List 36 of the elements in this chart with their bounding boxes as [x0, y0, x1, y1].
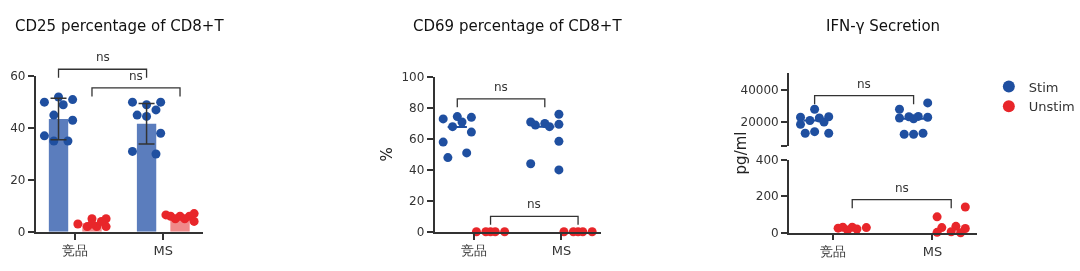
y-tick-label: 0: [416, 224, 425, 239]
chart-title: CD25 percentage of CD8+T: [15, 17, 225, 35]
annotation: ns: [527, 197, 541, 211]
x-tick-label: MS: [153, 243, 174, 259]
annotation: ns: [857, 77, 871, 91]
annotation: ns: [129, 69, 143, 83]
y-tick-label: 20: [10, 173, 26, 188]
x-tick-label: 竞品: [62, 243, 89, 259]
y-tick-label: 0: [771, 225, 779, 240]
y-tick-label: 200: [755, 189, 779, 204]
annotation: ns: [494, 80, 508, 94]
y-tick-label: 40000: [740, 82, 779, 97]
legend-label: Unstim: [1028, 99, 1075, 115]
y-axis-title: pg/ml: [732, 131, 751, 175]
y-tick-label: 40: [10, 121, 26, 136]
y-tick-label: 100: [401, 70, 425, 85]
y-tick-label: 80: [409, 101, 425, 116]
y-tick-label: 20000: [740, 115, 779, 130]
x-tick-label: MS: [922, 244, 943, 260]
y-axis-title: %: [377, 147, 396, 162]
y-tick-label: 60: [10, 69, 26, 84]
x-tick-label: 竞品: [820, 244, 847, 260]
bar: [48, 119, 69, 232]
y-tick-label: 60: [409, 132, 425, 147]
legend-label: Stim: [1028, 79, 1059, 95]
x-tick-label: MS: [551, 243, 572, 259]
chart-title: IFN-γ Secretion: [826, 17, 941, 35]
bar: [136, 123, 157, 232]
chart-title: CD69 percentage of CD8+T: [413, 17, 623, 35]
y-tick-label: 40: [409, 163, 425, 178]
x-tick-label: 竞品: [460, 243, 487, 259]
y-tick-label: 20: [409, 194, 425, 209]
text: ns: [96, 50, 110, 64]
y-tick-label: 400: [755, 152, 779, 167]
y-tick-label: 0: [17, 224, 26, 239]
annotation: ns: [895, 181, 909, 195]
